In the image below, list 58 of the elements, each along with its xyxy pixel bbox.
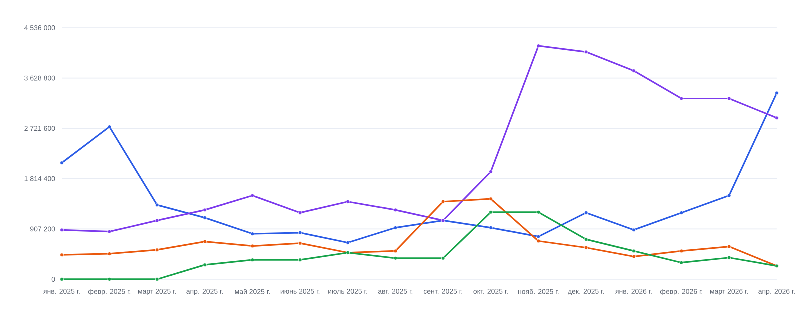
point <box>727 244 732 249</box>
point <box>298 258 302 262</box>
point <box>489 170 493 174</box>
point <box>775 116 779 120</box>
point <box>250 244 255 248</box>
point <box>60 161 64 165</box>
point <box>632 69 636 73</box>
point <box>203 208 207 212</box>
point <box>394 226 398 230</box>
point <box>632 249 636 254</box>
point <box>680 249 684 254</box>
point <box>155 203 160 208</box>
point <box>155 248 160 252</box>
point <box>441 256 446 260</box>
point <box>632 228 636 232</box>
point <box>727 194 732 198</box>
point <box>632 254 636 259</box>
point <box>203 216 207 220</box>
point <box>536 210 541 214</box>
point <box>680 260 684 265</box>
point <box>680 211 684 215</box>
point <box>108 278 112 282</box>
point <box>108 125 112 129</box>
point <box>60 278 64 282</box>
point <box>489 226 493 230</box>
point <box>298 242 302 246</box>
point <box>584 238 588 242</box>
point <box>203 263 207 267</box>
point <box>489 197 493 201</box>
point <box>155 278 160 282</box>
point <box>155 218 160 223</box>
point <box>346 240 350 245</box>
point <box>536 239 541 244</box>
point <box>60 253 64 257</box>
point <box>203 240 207 244</box>
point <box>394 256 398 260</box>
point <box>680 96 684 101</box>
point <box>250 232 255 236</box>
point <box>108 252 112 256</box>
point <box>727 96 732 101</box>
point <box>298 211 302 215</box>
point <box>60 228 64 232</box>
point <box>250 258 255 262</box>
point <box>298 231 302 235</box>
point <box>536 44 541 48</box>
point <box>346 200 350 204</box>
point <box>536 234 541 239</box>
point <box>489 210 493 214</box>
point <box>584 211 588 215</box>
point <box>584 246 588 250</box>
point <box>394 208 398 212</box>
point <box>394 249 398 254</box>
point <box>584 50 588 54</box>
point <box>108 230 112 234</box>
point <box>727 256 732 260</box>
point <box>775 91 779 96</box>
point <box>250 194 255 198</box>
point <box>441 200 446 204</box>
